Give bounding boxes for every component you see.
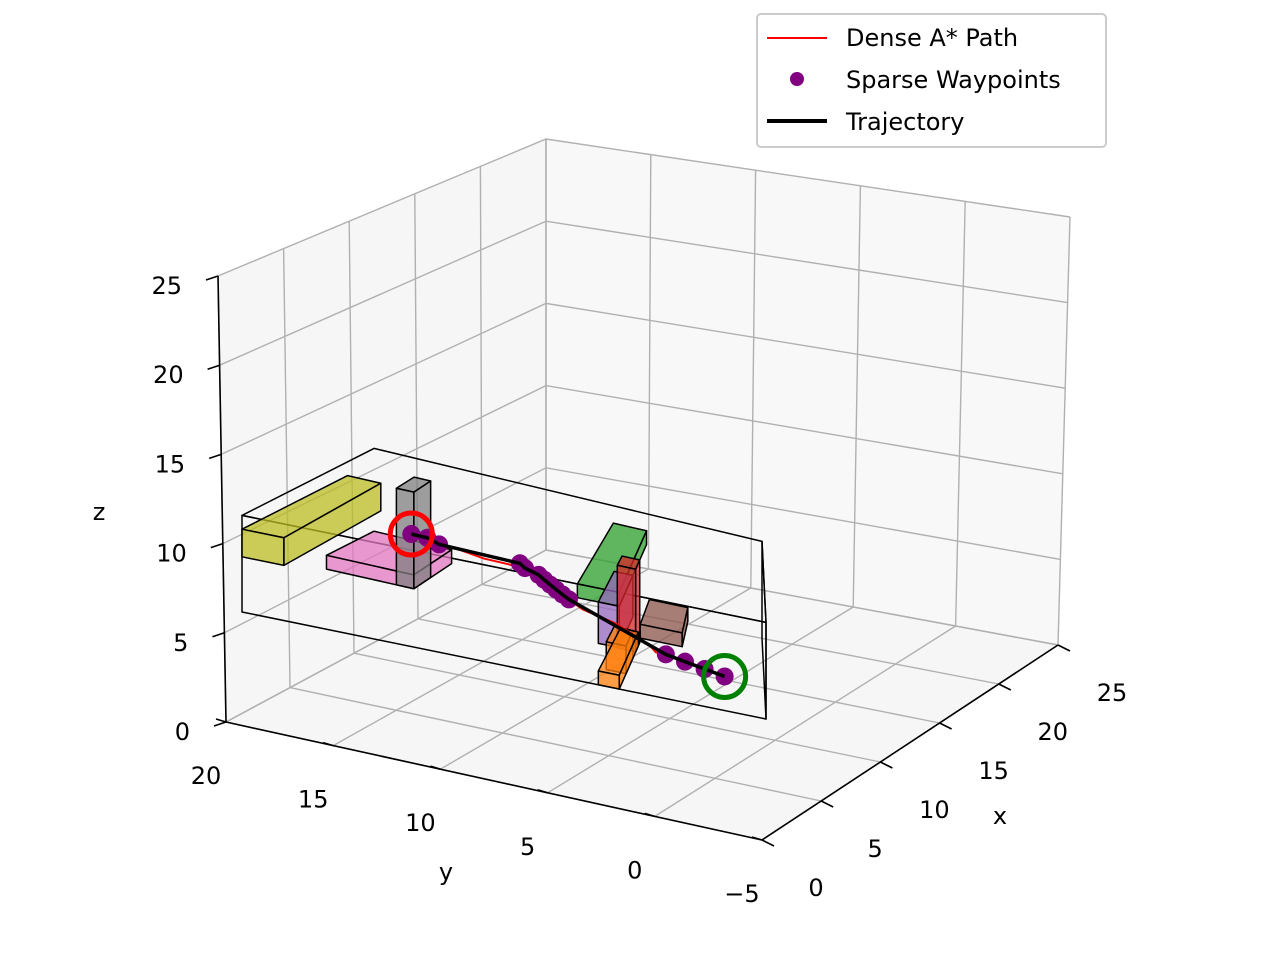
- z-tick-label: 10: [156, 540, 187, 568]
- z-tick-mark: [212, 632, 225, 638]
- legend-label-trajectory: Trajectory: [845, 108, 965, 136]
- grid-line-y-wall: [1057, 216, 1071, 646]
- obstacle-8: [597, 627, 640, 690]
- grid-line-y-floor: [225, 549, 547, 723]
- y-tick-label: −5: [724, 880, 759, 908]
- y-tick-mark: [430, 765, 441, 770]
- z-axis-label: z: [93, 498, 106, 526]
- grid-line-y-floor: [654, 625, 956, 817]
- z-tick-label: 5: [173, 629, 188, 657]
- side-wall-pane: [546, 139, 1070, 645]
- back-wall-pane: [218, 139, 546, 722]
- grid-line-x-wall: [348, 221, 355, 654]
- z-tick-mark: [210, 542, 224, 549]
- z-tick-mark: [208, 453, 222, 460]
- x-tick-label: 20: [1038, 718, 1069, 746]
- y-tick-label: 0: [627, 856, 642, 884]
- legend-marker-waypoints: [790, 72, 804, 86]
- z-tick-label: 20: [153, 361, 184, 389]
- start-marker: [701, 652, 749, 700]
- x-tick-label: 5: [868, 835, 883, 863]
- x-tick-label: 0: [808, 874, 823, 902]
- legend-frame: [756, 13, 1107, 148]
- grid-line-y-floor: [440, 587, 752, 770]
- y-tick-mark: [537, 789, 548, 794]
- x-tick-mark: [880, 761, 893, 769]
- y-axis-label: y: [439, 858, 453, 886]
- grid-line-z: [217, 138, 1071, 277]
- z-tick-label: 25: [151, 272, 182, 300]
- y-tick-label: 5: [520, 833, 535, 861]
- trajectory-line: [410, 532, 726, 679]
- grid-line-x-floor: [289, 686, 822, 802]
- z-tick-mark: [213, 721, 227, 727]
- x-tick-mark: [939, 722, 952, 730]
- y-tick-mark: [751, 836, 763, 841]
- x-tick-mark: [761, 839, 775, 847]
- x-axis-label: x: [993, 802, 1007, 830]
- x-tick-mark: [998, 683, 1012, 691]
- z-tick-mark: [207, 364, 220, 370]
- plot-scene: [241, 447, 767, 720]
- x-tick-mark: [820, 800, 834, 808]
- y-tick-label: 15: [298, 786, 329, 814]
- box-face: [283, 482, 382, 567]
- grid-line-y-floor: [547, 606, 854, 794]
- y-tick-label: 10: [405, 809, 436, 837]
- x-tick-label: 15: [978, 757, 1009, 785]
- z-tick-mark: [205, 275, 219, 281]
- axis-lines: [205, 275, 1071, 847]
- grid-line-y-wall: [954, 201, 966, 627]
- x-tick-label: 10: [919, 796, 950, 824]
- y-tick-mark: [215, 718, 227, 723]
- grid-line-x-floor: [417, 618, 940, 724]
- x-axis-line: [761, 644, 1059, 841]
- z-tick-label: 0: [175, 718, 190, 746]
- grid-line-x-wall: [282, 248, 291, 688]
- grid-line-x-wall: [479, 166, 483, 585]
- grid-line-y-wall: [647, 154, 652, 570]
- x-tick-label: 25: [1097, 679, 1128, 707]
- goal-marker: [387, 510, 435, 558]
- z-tick-label: 15: [155, 450, 186, 478]
- y-axis-line: [225, 721, 763, 841]
- grid-line-y-wall: [750, 170, 757, 589]
- y-tick-mark: [322, 741, 334, 747]
- legend-label-dense-path: Dense A* Path: [846, 24, 1018, 52]
- legend-label-waypoints: Sparse Waypoints: [846, 66, 1061, 94]
- obstacle-5: [639, 598, 689, 648]
- grid-line-y-wall: [852, 185, 862, 608]
- y-tick-mark: [644, 812, 656, 818]
- x-tick-mark: [1057, 644, 1071, 652]
- box-face: [761, 540, 767, 720]
- box-face: [681, 606, 689, 648]
- legend: Dense A* Path Sparse Waypoints Trajector…: [756, 13, 1107, 148]
- y-tick-label: 20: [191, 762, 222, 790]
- grid-line-x-floor: [353, 652, 881, 763]
- z-axis-line: [217, 275, 227, 723]
- box-face: [618, 631, 640, 690]
- obstacle-0: [241, 474, 382, 567]
